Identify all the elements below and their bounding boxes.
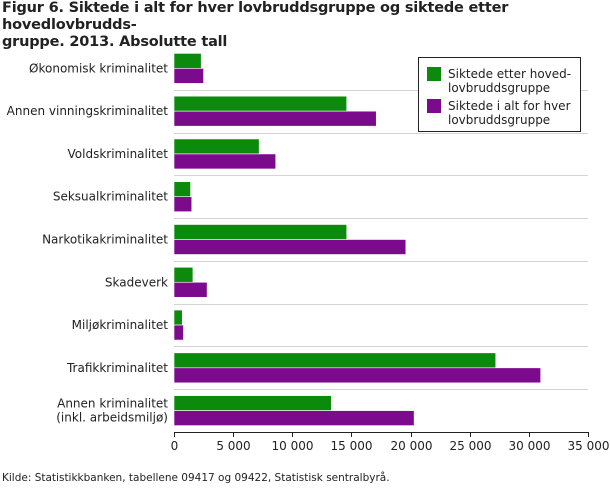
bar-series-2-9 <box>173 410 415 426</box>
x-tick-label: 0 <box>171 439 179 453</box>
chart-title-line-2: gruppe. 2013. Absolutte tall <box>2 34 228 50</box>
legend-box <box>418 57 581 132</box>
category-label: Skadeverk <box>105 275 168 289</box>
bar-series-1-5 <box>173 224 347 240</box>
bar-series-1-3 <box>173 138 260 155</box>
x-tick-label: 25 000 <box>450 439 492 453</box>
x-tick-label: 35 000 <box>568 439 610 453</box>
bar-series-2-7 <box>173 324 184 341</box>
bar-series-2-6 <box>173 281 208 298</box>
x-tick-label: 15 000 <box>331 439 373 453</box>
chart-title: Figur 6. Siktede i alt for hver lovbrudd… <box>2 0 608 51</box>
x-tick-label: 10 000 <box>272 439 314 453</box>
category-label-line: Annen kriminalitet <box>57 397 168 411</box>
bar-series-1-2 <box>173 95 347 112</box>
bar-series-2-5 <box>173 239 407 255</box>
bar-series-2-2 <box>173 110 377 127</box>
legend-label-line: lovbruddsgruppe <box>448 113 550 127</box>
legend-label-line: lovbruddsgruppe <box>448 81 550 95</box>
category-label: Miljøkriminalitet <box>72 318 169 332</box>
chart-title-line-1: Figur 6. Siktede i alt for hver lovbrudd… <box>2 0 509 33</box>
category-label-line: Voldskriminalitet <box>68 147 169 161</box>
category-label: Annen kriminalitet (inkl. arbeidsmiljø) <box>56 397 168 425</box>
x-tick-label: 5 000 <box>216 439 250 453</box>
category-label: Annen vinningskriminalitet <box>7 104 169 118</box>
category-label-line: Trafikkriminalitet <box>66 361 168 375</box>
category-label: Økonomisk kriminalitet <box>29 61 168 75</box>
bar-series-1-1 <box>173 53 202 69</box>
category-label-line: Seksualkriminalitet <box>53 190 168 204</box>
category-label: Seksualkriminalitet <box>53 190 168 204</box>
bar-series-1-8 <box>173 352 497 369</box>
category-label: Voldskriminalitet <box>68 147 169 161</box>
bar-series-2-1 <box>173 68 204 84</box>
category-label: Trafikkriminalitet <box>66 361 168 375</box>
legend-label-line: Siktede i alt for hver <box>448 99 571 113</box>
legend-label-line: Siktede etter hoved- <box>448 67 571 81</box>
source-note: Kilde: Statistikkbanken, tabellene 09417… <box>2 472 390 484</box>
x-tick-label: 20 000 <box>391 439 433 453</box>
bar-series-2-4 <box>173 196 193 213</box>
x-tick-label: 30 000 <box>509 439 551 453</box>
category-label-line: Annen vinningskriminalitet <box>7 104 169 118</box>
category-label: Narkotikakriminalitet <box>42 233 168 247</box>
category-label-line: Miljøkriminalitet <box>72 318 169 332</box>
category-label-line: Narkotikakriminalitet <box>42 233 168 247</box>
legend-swatch-2 <box>427 99 441 113</box>
bar-series-2-3 <box>173 153 277 170</box>
legend-label-1: Siktede etter hoved-lovbruddsgruppe <box>448 67 571 95</box>
legend-label-2: Siktede i alt for hver lovbruddsgruppe <box>448 99 571 127</box>
bar-series-1-7 <box>173 309 183 326</box>
bar-series-2-8 <box>173 367 541 384</box>
bar-series-1-9 <box>173 395 332 411</box>
category-label-line: (inkl. arbeidsmiljø) <box>56 411 168 425</box>
bar-series-1-6 <box>173 266 194 283</box>
category-label-line: Skadeverk <box>105 275 168 289</box>
bar-series-1-4 <box>173 181 191 198</box>
legend-swatch-1 <box>427 67 441 81</box>
category-label-line: Økonomisk kriminalitet <box>29 61 168 75</box>
